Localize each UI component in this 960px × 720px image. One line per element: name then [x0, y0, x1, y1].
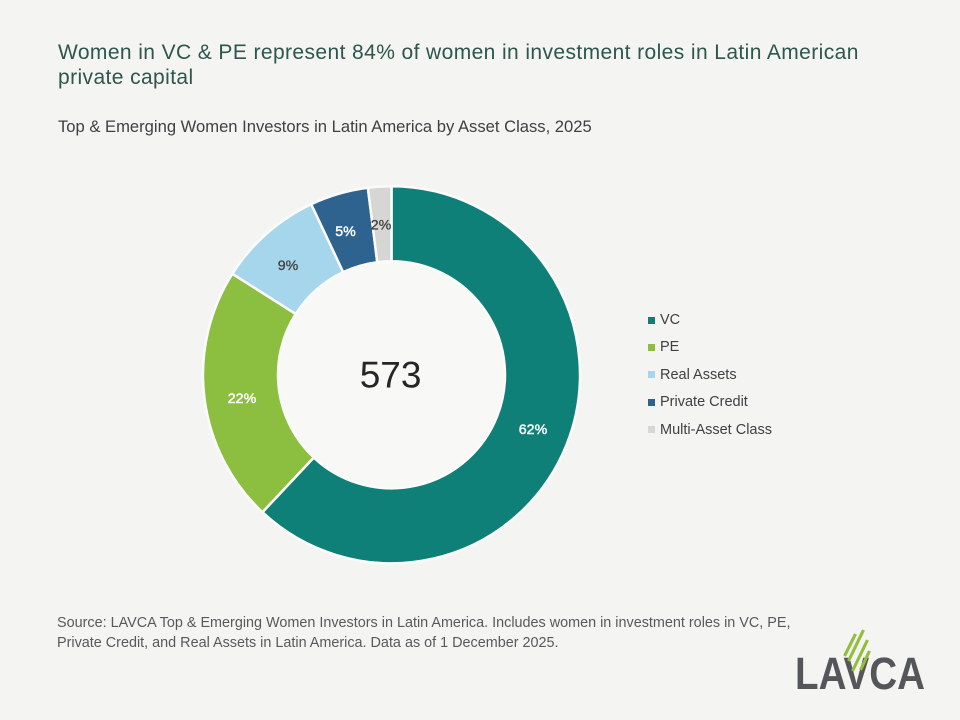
- svg-text:9%: 9%: [278, 258, 299, 274]
- svg-text:22%: 22%: [228, 391, 257, 407]
- svg-text:62%: 62%: [519, 422, 548, 438]
- svg-text:573: 573: [360, 355, 422, 396]
- svg-text:5%: 5%: [335, 224, 356, 240]
- svg-text:2%: 2%: [371, 217, 392, 233]
